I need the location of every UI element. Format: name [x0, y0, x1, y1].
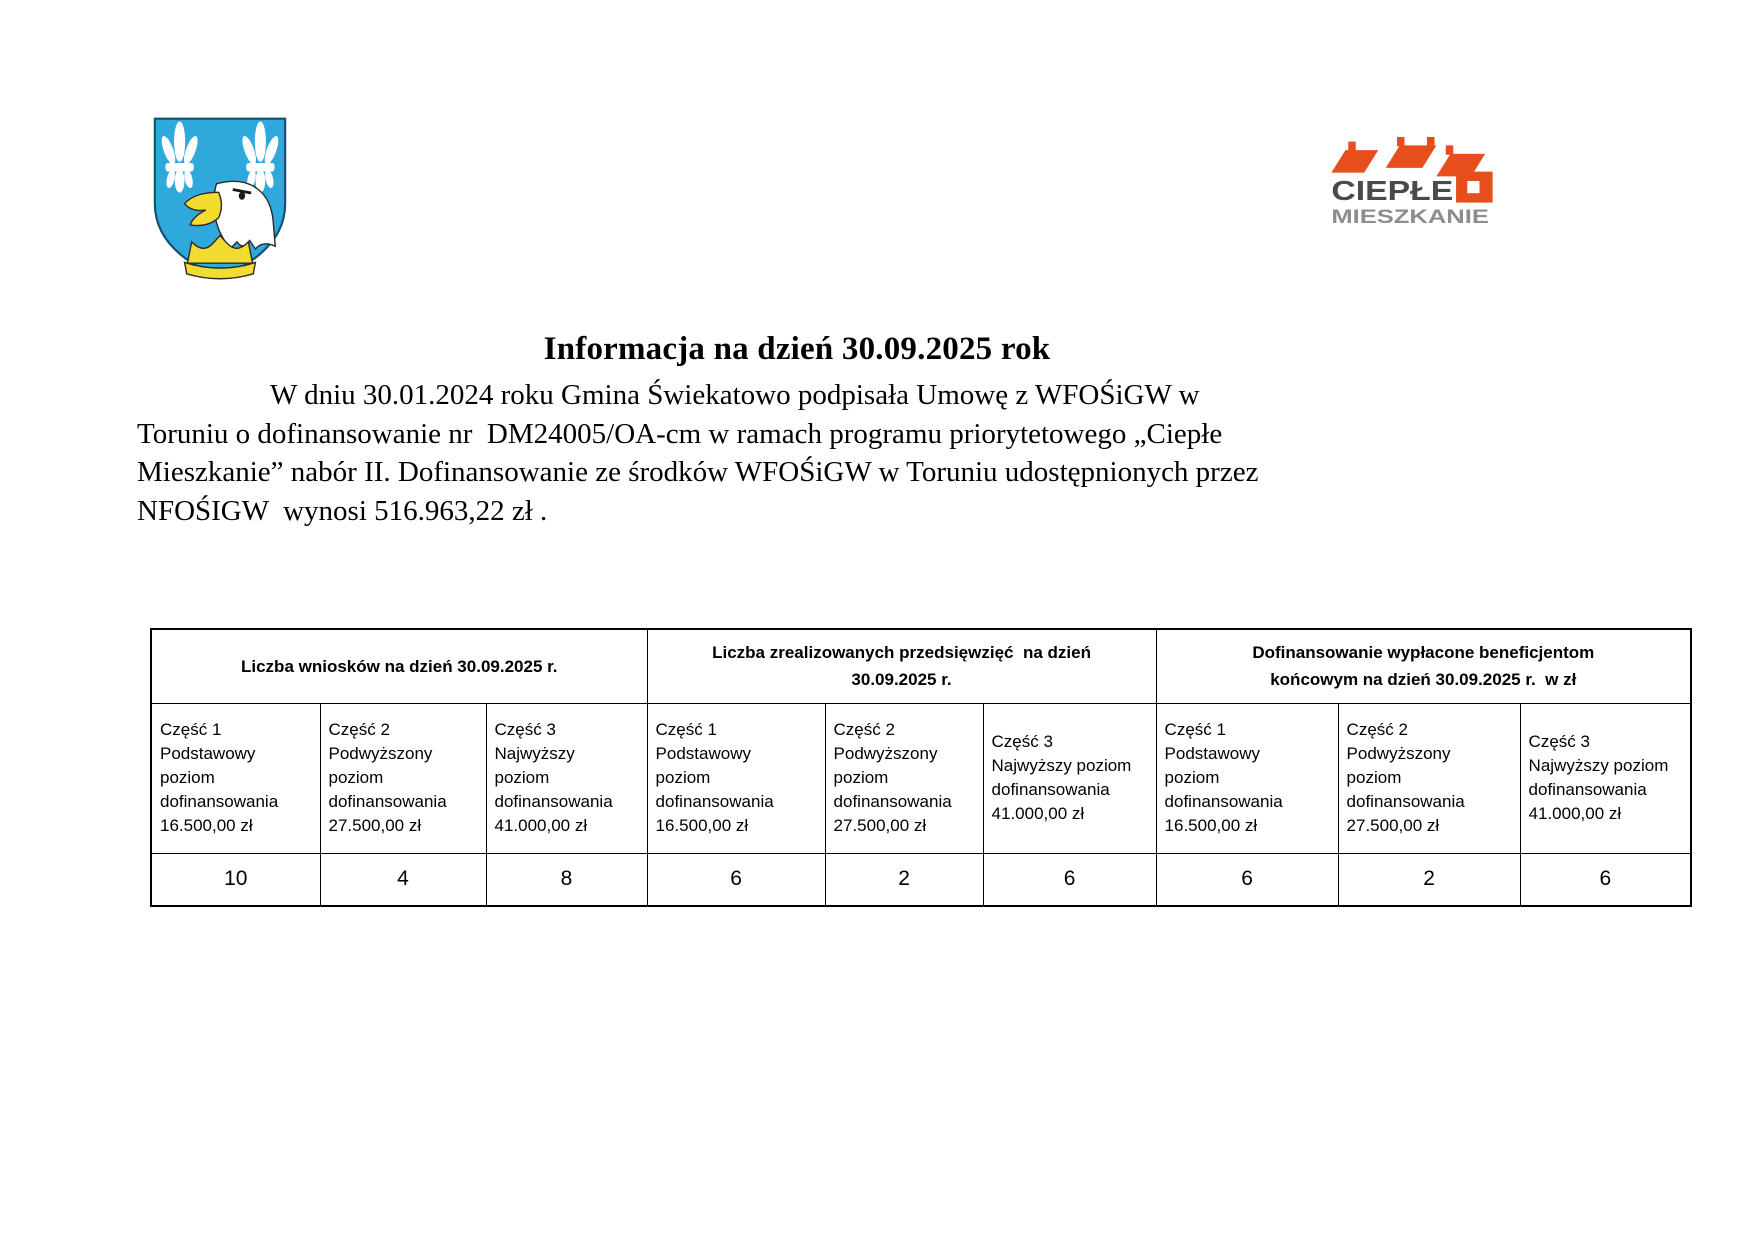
value-cell: 6: [1519, 852, 1692, 907]
col-header-czesc3-dofinansowanie: Część 3 Najwyższy poziom dofinansowania …: [1519, 702, 1692, 854]
value-cell: 6: [646, 852, 826, 907]
col-header-czesc2-przedsiewziecia: Część 2 Podwyższony poziom dofinansowani…: [824, 702, 984, 854]
page-title: Informacja na dzień 30.09.2025 rok: [543, 331, 1051, 367]
value-cell: 8: [485, 852, 648, 907]
eagle-brow: [232, 188, 252, 195]
col-header-czesc2-dofinansowanie: Część 2 Podwyższony poziom dofinansowani…: [1337, 702, 1521, 854]
table-group-header-row: Liczba wniosków na dzień 30.09.2025 r. L…: [150, 628, 1692, 704]
roofs-icon: [1331, 136, 1493, 203]
value-cell: 6: [982, 852, 1157, 907]
table-subheader-row: Część 1 Podstawowy poziom dofinansowania…: [150, 702, 1692, 854]
funding-summary-table: Liczba wniosków na dzień 30.09.2025 r. L…: [150, 628, 1693, 907]
logo-word-mieszkanie: MIESZKANIE: [1331, 206, 1489, 226]
value-cell: 6: [1155, 852, 1339, 907]
crown-band-shape: [183, 261, 257, 280]
intro-paragraph: W dniu 30.01.2024 roku Gmina Świekatowo …: [137, 379, 1259, 527]
value-cell: 2: [1337, 852, 1521, 907]
col-header-czesc1-przedsiewziecia: Część 1 Podstawowy poziom dofinansowania…: [646, 702, 826, 854]
eagle-beak-shape: [183, 191, 223, 227]
group-header-dofinansowanie: Dofinansowanie wypłacone beneficjentom k…: [1155, 628, 1692, 704]
logo-word-cieple: CIEPŁE: [1331, 175, 1453, 206]
col-header-czesc1-dofinansowanie: Część 1 Podstawowy poziom dofinansowania…: [1155, 702, 1339, 854]
value-cell: 10: [150, 852, 321, 907]
coat-of-arms-icon: [153, 117, 287, 280]
eagle-head-shape: [213, 180, 277, 251]
value-cell: 4: [319, 852, 487, 907]
col-header-czesc2-wnioski: Część 2 Podwyższony poziom dofinansowani…: [319, 702, 487, 854]
col-header-czesc1-wnioski: Część 1 Podstawowy poziom dofinansowania…: [150, 702, 321, 854]
group-header-przedsiewziecia: Liczba zrealizowanych przedsięwzięć na d…: [646, 628, 1157, 704]
eagle-eye: [238, 191, 246, 200]
house-window: [1467, 181, 1480, 194]
value-cell: 2: [824, 852, 984, 907]
col-header-czesc3-wnioski: Część 3 Najwyższy poziom dofinansowania …: [485, 702, 648, 854]
crown-peaks-shape: [186, 234, 254, 264]
col-header-czesc3-przedsiewziecia: Część 3 Najwyższy poziom dofinansowania …: [982, 702, 1157, 854]
cieple-mieszkanie-logo: CIEPŁE MIESZKANIE: [1331, 136, 1493, 226]
table-value-row: 10 4 8 6 2 6 6 2 6: [150, 852, 1692, 907]
group-header-wnioski: Liczba wniosków na dzień 30.09.2025 r.: [150, 628, 648, 704]
